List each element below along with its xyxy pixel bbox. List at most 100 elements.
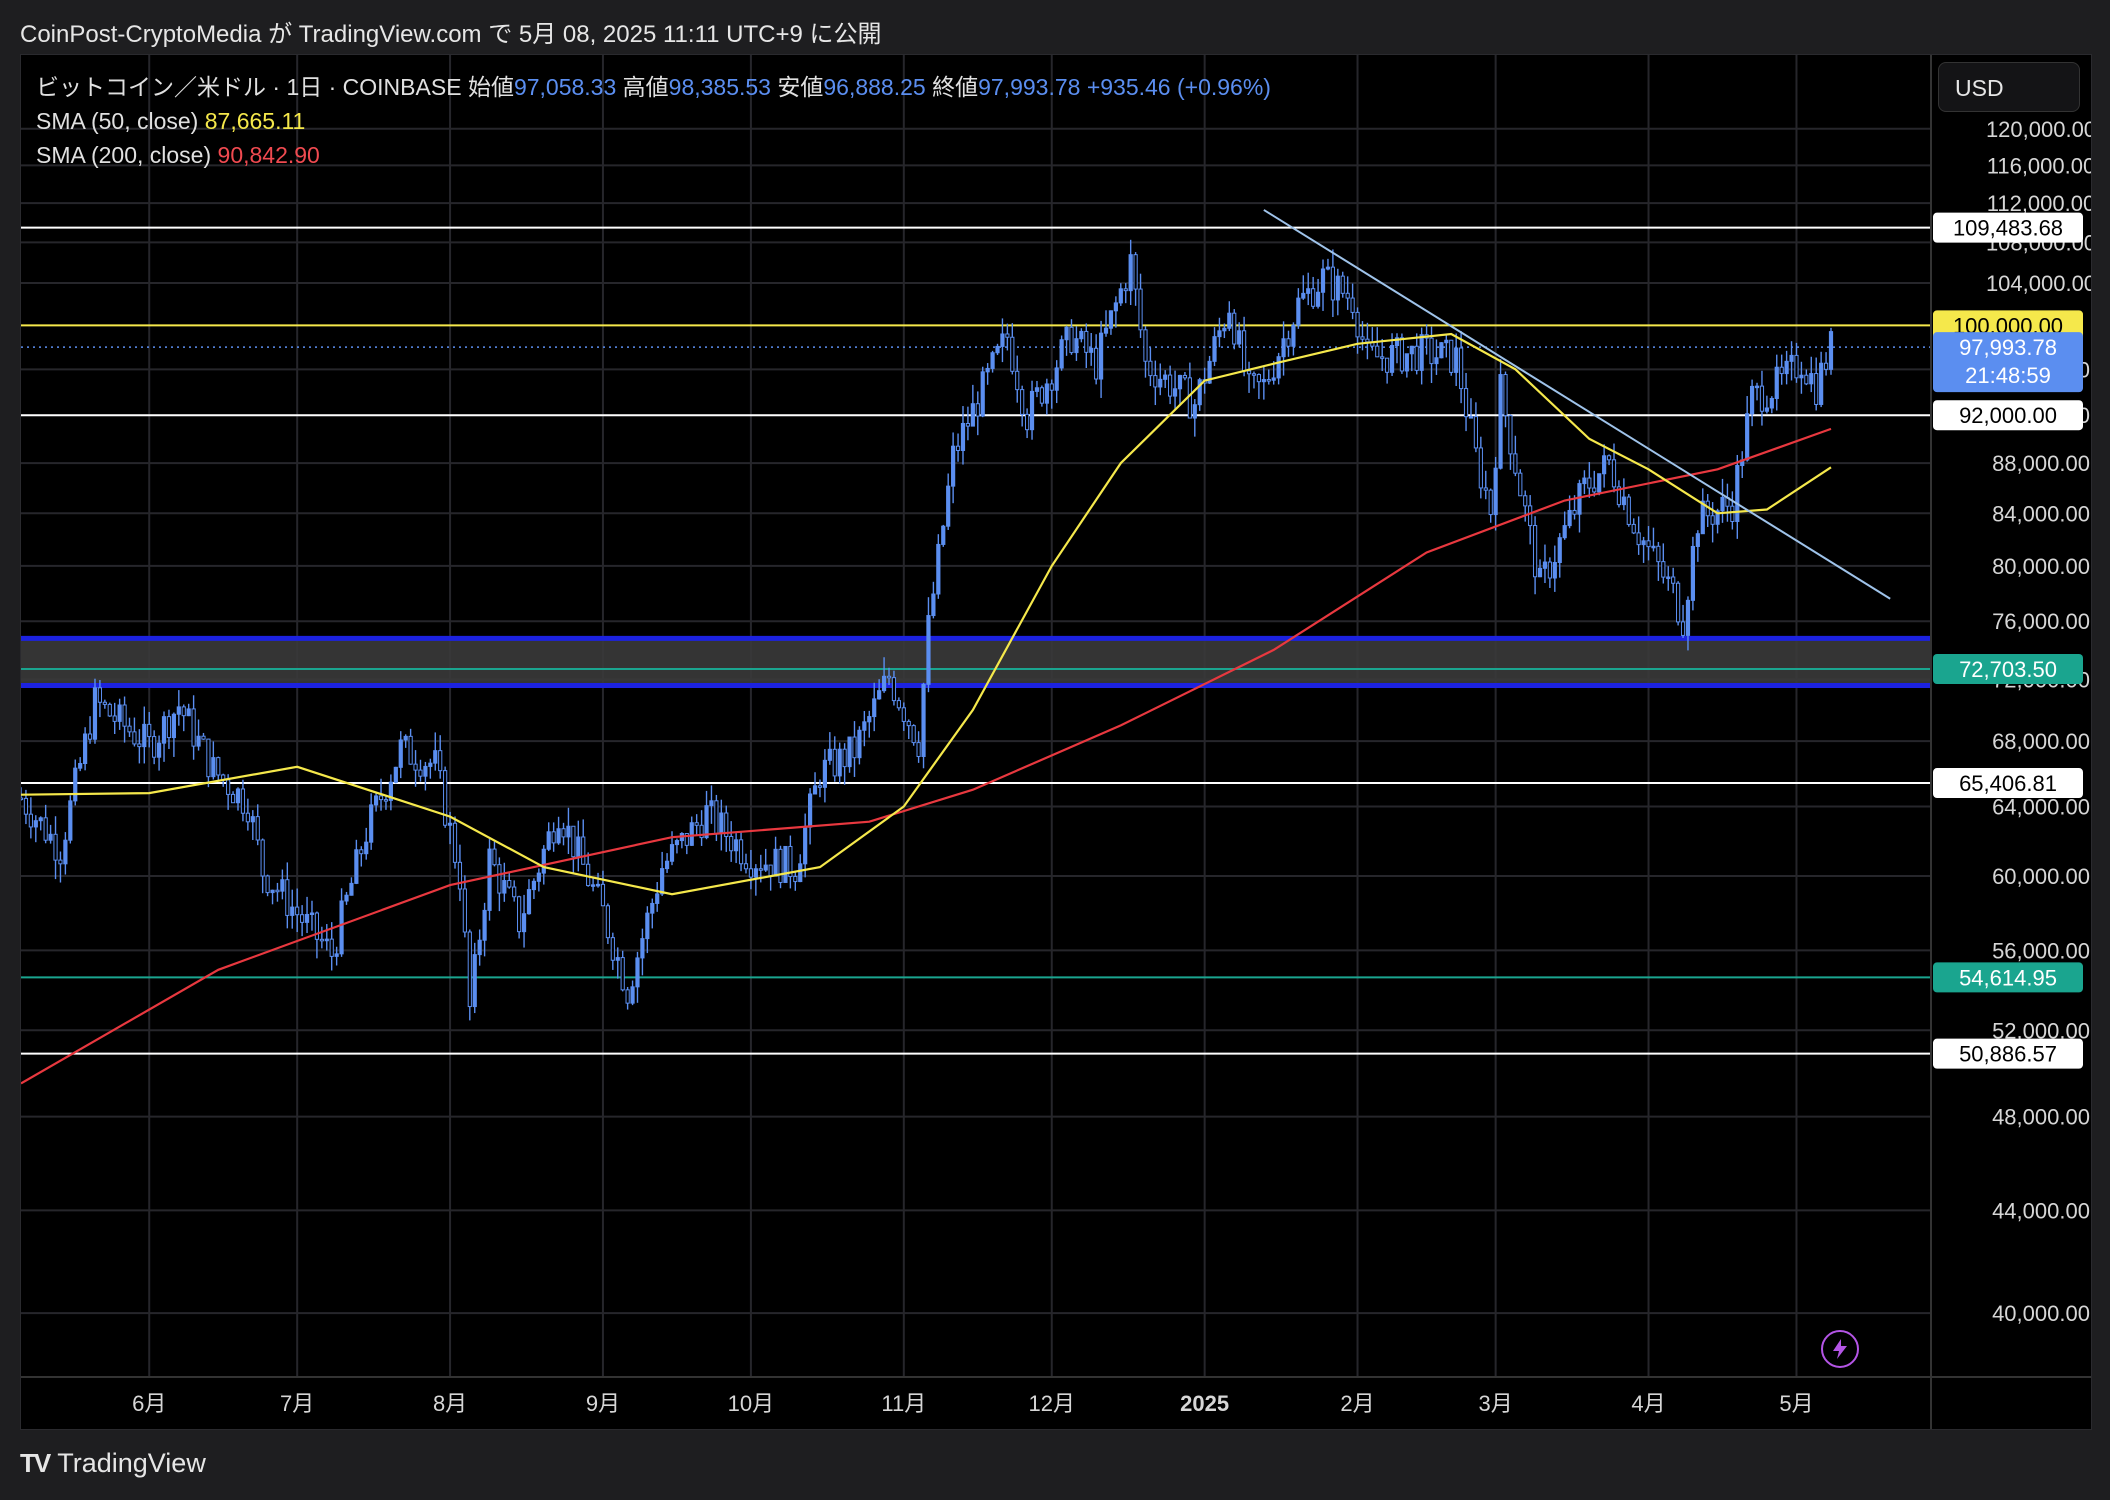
replay-lightning-button[interactable] (1821, 1330, 1859, 1368)
candle-body (1044, 383, 1049, 404)
author-name[interactable]: CoinPost-CryptoMedia (20, 21, 262, 48)
candle (630, 980, 635, 1006)
candle-body (300, 914, 305, 923)
candle-body (1745, 413, 1750, 461)
candle (877, 679, 882, 700)
currency-button[interactable]: USD (1938, 62, 2080, 112)
candle (1025, 408, 1030, 439)
candle-body (615, 957, 620, 961)
candle-body (92, 687, 98, 740)
candle-body (1394, 337, 1400, 347)
candle-body (477, 939, 482, 956)
candle (1582, 470, 1587, 495)
candle (1769, 396, 1774, 414)
candle-body (1651, 545, 1656, 549)
candle-body (1735, 465, 1740, 523)
candle-body (354, 849, 359, 884)
site-name[interactable]: TradingView.com (298, 21, 482, 48)
candle-body (1054, 367, 1059, 391)
candle-body (1005, 333, 1010, 338)
candle-body (936, 543, 941, 595)
open-label: 始値 (467, 74, 514, 100)
candle (1626, 494, 1631, 527)
candle-body (171, 713, 176, 739)
candle (196, 719, 201, 751)
candle-body (1557, 537, 1562, 564)
candle-body (487, 848, 492, 911)
header-published: に公開 (809, 21, 882, 48)
candle-body (1089, 347, 1094, 353)
candle-body (660, 868, 665, 895)
candle-body (724, 812, 729, 837)
candle (1651, 527, 1656, 552)
candle (73, 759, 78, 806)
candle (270, 889, 275, 905)
candle-body (1187, 377, 1192, 419)
candle (324, 924, 329, 951)
price-tick-label: 40,000.00 (1992, 1301, 2090, 1326)
candle (1424, 324, 1429, 355)
candle-body (1631, 523, 1636, 534)
candle (891, 670, 897, 706)
candle-body (1207, 360, 1212, 384)
header-particle-ga: が (268, 21, 293, 48)
candle (285, 862, 290, 929)
price-axis[interactable]: 40,000.0044,000.0048,000.0052,000.0056,0… (1930, 55, 2096, 1429)
candle-body (388, 781, 393, 801)
footer-brand[interactable]: TradingView (57, 1448, 206, 1478)
candle-body (275, 889, 280, 893)
candle-body (990, 352, 995, 369)
candle-body (650, 902, 655, 914)
candle-body (1340, 275, 1345, 294)
candle-body (196, 735, 201, 747)
candle (1740, 451, 1745, 478)
candle (211, 741, 216, 780)
candle-body (250, 816, 255, 823)
candle (1557, 533, 1562, 578)
candle-body (1676, 582, 1681, 623)
candle-body (674, 840, 680, 846)
candle-body (881, 675, 887, 692)
candle-body (191, 708, 196, 747)
candle (1148, 347, 1153, 387)
candle-body (1582, 477, 1587, 485)
candle-body (226, 779, 231, 795)
sma50-row[interactable]: SMA (50, close) 87,665.11 (36, 104, 1271, 138)
candle (388, 774, 393, 811)
candle (822, 749, 827, 803)
time-axis[interactable]: 6月 7月 8月 9月 10月 11月 12月 2025 2月 3月 4月 5月 (21, 1376, 2091, 1416)
candle (482, 902, 487, 957)
candle (881, 657, 887, 693)
chart-area[interactable]: 40,000.00 44,000.00 48,000.00 52,000.00 56,0… (18, 54, 2096, 1430)
candle-body (1695, 533, 1700, 547)
symbol-label[interactable]: ビットコイン／米ドル · 1日 · COINBASE (36, 74, 462, 100)
candle (531, 878, 537, 900)
level-tag-text: 50,886.57 (1959, 1042, 2057, 1067)
candle (230, 791, 236, 804)
candle (403, 734, 408, 748)
price-chart[interactable]: 40,000.0044,000.0048,000.0052,000.0056,0… (18, 55, 2096, 1429)
candle-body (1084, 330, 1089, 353)
candle-body (73, 767, 78, 802)
candle (156, 735, 162, 771)
candle (600, 870, 606, 907)
level-tag-bg (1933, 212, 2083, 243)
candle-body (1794, 354, 1799, 379)
candle-body (931, 593, 936, 617)
candle (862, 711, 867, 747)
candle (847, 736, 852, 773)
tradingview-logo[interactable]: TV (20, 1448, 51, 1478)
candle (1118, 283, 1123, 306)
sma200-row[interactable]: SMA (200, close) 90,842.90 (36, 138, 1271, 172)
candle (319, 926, 324, 949)
candle-body (1754, 385, 1760, 389)
candle (1010, 323, 1015, 375)
candle (704, 790, 709, 840)
candle-body (842, 748, 847, 768)
candle-body (211, 757, 216, 778)
publish-datetime: 5月 08, 2025 11:11 UTC+9 (518, 21, 803, 48)
candle-body (645, 912, 650, 940)
candle-body (1641, 540, 1646, 546)
sma50-label: SMA (50, close) (36, 108, 199, 134)
candle-body (497, 864, 502, 894)
